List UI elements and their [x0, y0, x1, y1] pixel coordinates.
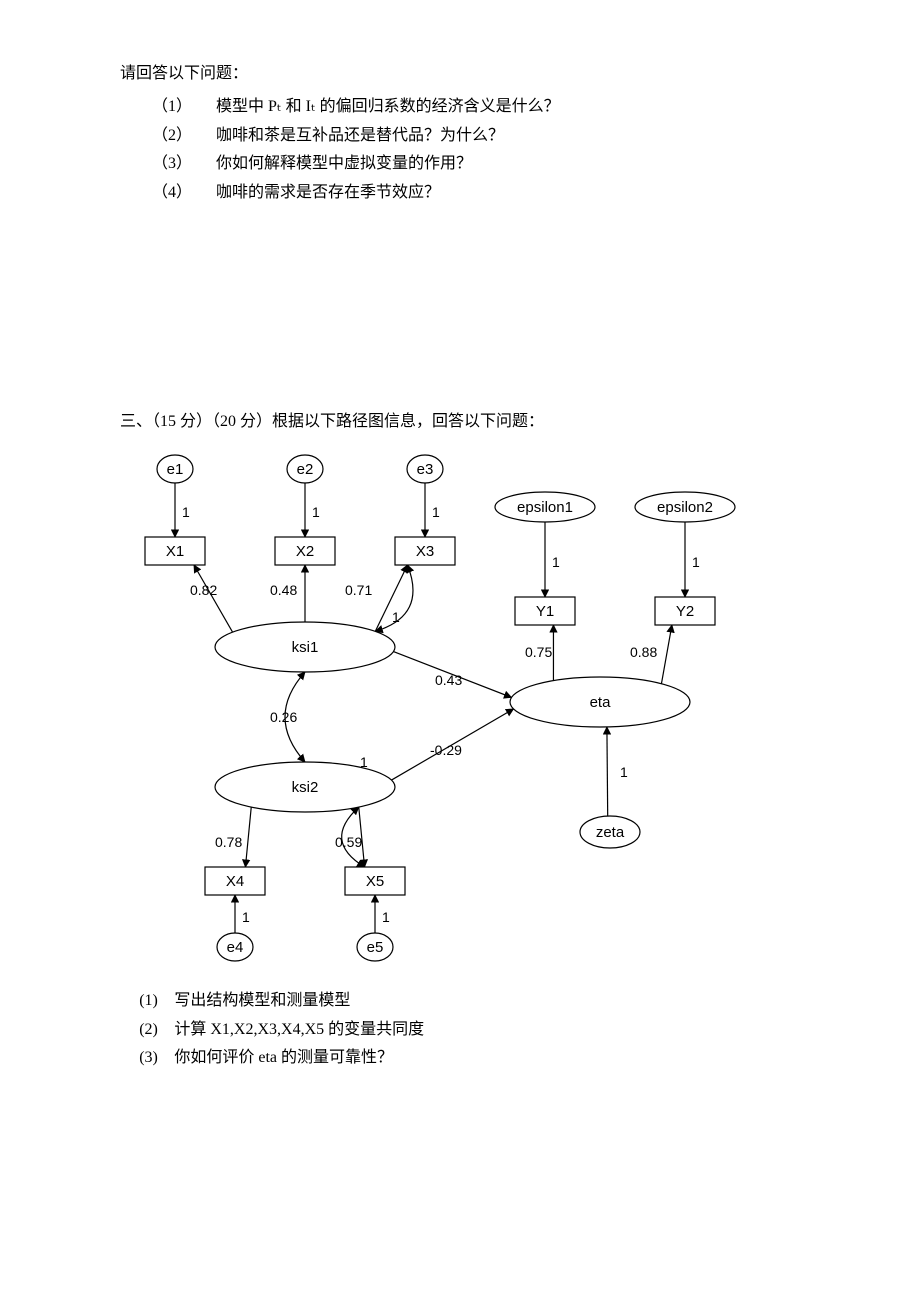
svg-text:1: 1: [432, 504, 440, 520]
q1-text: 咖啡和茶是互补品还是替代品？为什么？: [216, 122, 504, 151]
svg-text:Y1: Y1: [536, 603, 554, 620]
svg-text:ksi1: ksi1: [292, 639, 319, 656]
q1-num: （2）: [152, 122, 216, 151]
q1-text: 你如何解释模型中虚拟变量的作用？: [216, 150, 472, 179]
q3-sub-text: 写出结构模型和测量模型: [174, 987, 350, 1016]
svg-text:-0.29: -0.29: [430, 742, 462, 758]
q1-item: （2） 咖啡和茶是互补品还是替代品？为什么？: [120, 122, 800, 151]
q1-item: （4） 咖啡的需求是否存在季节效应？: [120, 179, 800, 208]
svg-text:1: 1: [620, 764, 628, 780]
svg-text:X5: X5: [366, 873, 384, 890]
q3-sub: (2) 计算 X1,X2,X3,X4,X5 的变量共同度: [120, 1016, 800, 1045]
svg-text:e1: e1: [167, 461, 184, 478]
q3-sub: (3) 你如何评价 eta 的测量可靠性？: [120, 1044, 800, 1073]
svg-text:0.82: 0.82: [190, 582, 217, 598]
q1-text: 咖啡的需求是否存在季节效应？: [216, 179, 440, 208]
svg-text:0.26: 0.26: [270, 709, 297, 725]
q1-num: （1）: [152, 93, 216, 122]
q3-sub: (1) 写出结构模型和测量模型: [120, 987, 800, 1016]
svg-text:ksi2: ksi2: [292, 779, 319, 796]
question-1-followups: 请回答以下问题： （1） 模型中 Pₜ 和 Iₜ 的偏回归系数的经济含义是什么？…: [120, 60, 800, 208]
q3-sub-text: 计算 X1,X2,X3,X4,X5 的变量共同度: [174, 1016, 424, 1045]
svg-text:1: 1: [692, 554, 700, 570]
svg-text:1: 1: [182, 504, 190, 520]
q1-item: （3） 你如何解释模型中虚拟变量的作用？: [120, 150, 800, 179]
q3-sub-num: (2): [139, 1016, 174, 1045]
q3-title: 三、（15 分）（20 分）根据以下路径图信息，回答以下问题：: [120, 408, 800, 437]
q1-text: 模型中 Pₜ 和 Iₜ 的偏回归系数的经济含义是什么？: [216, 93, 560, 122]
svg-text:0.48: 0.48: [270, 582, 297, 598]
svg-text:epsilon1: epsilon1: [517, 499, 573, 516]
q1-num: （3）: [152, 150, 216, 179]
q1-lead: 请回答以下问题：: [120, 60, 800, 89]
q1-num: （4）: [152, 179, 216, 208]
svg-text:zeta: zeta: [596, 824, 625, 841]
path-diagram: 1 1 1 1 1 0.82 0.48 0.71 0.43 -0.29 0.78 0.59 0.75 0.…: [130, 447, 800, 977]
svg-text:0.78: 0.78: [215, 834, 242, 850]
svg-text:X1: X1: [166, 543, 184, 560]
q3-sub-num: (3): [139, 1044, 174, 1073]
svg-text:eta: eta: [590, 694, 612, 711]
svg-text:1: 1: [392, 609, 400, 625]
svg-text:1: 1: [312, 504, 320, 520]
svg-text:0.71: 0.71: [345, 582, 372, 598]
svg-text:e5: e5: [367, 939, 384, 956]
svg-text:1: 1: [242, 909, 250, 925]
svg-text:e4: e4: [227, 939, 244, 956]
q3-sub-num: (1): [139, 987, 174, 1016]
svg-text:0.75: 0.75: [525, 644, 552, 660]
svg-text:0.43: 0.43: [435, 672, 462, 688]
svg-text:X4: X4: [226, 873, 244, 890]
svg-text:e3: e3: [417, 461, 434, 478]
svg-text:0.88: 0.88: [630, 644, 657, 660]
svg-text:Y2: Y2: [676, 603, 694, 620]
q3-subquestions: (1) 写出结构模型和测量模型 (2) 计算 X1,X2,X3,X4,X5 的变…: [120, 987, 800, 1073]
q1-item: （1） 模型中 Pₜ 和 Iₜ 的偏回归系数的经济含义是什么？: [120, 93, 800, 122]
q3-sub-text: 你如何评价 eta 的测量可靠性？: [174, 1044, 393, 1073]
svg-text:X2: X2: [296, 543, 314, 560]
svg-text:epsilon2: epsilon2: [657, 499, 713, 516]
svg-text:0.59: 0.59: [335, 834, 362, 850]
svg-text:e2: e2: [297, 461, 314, 478]
svg-text:1: 1: [552, 554, 560, 570]
svg-text:X3: X3: [416, 543, 434, 560]
svg-text:1: 1: [382, 909, 390, 925]
